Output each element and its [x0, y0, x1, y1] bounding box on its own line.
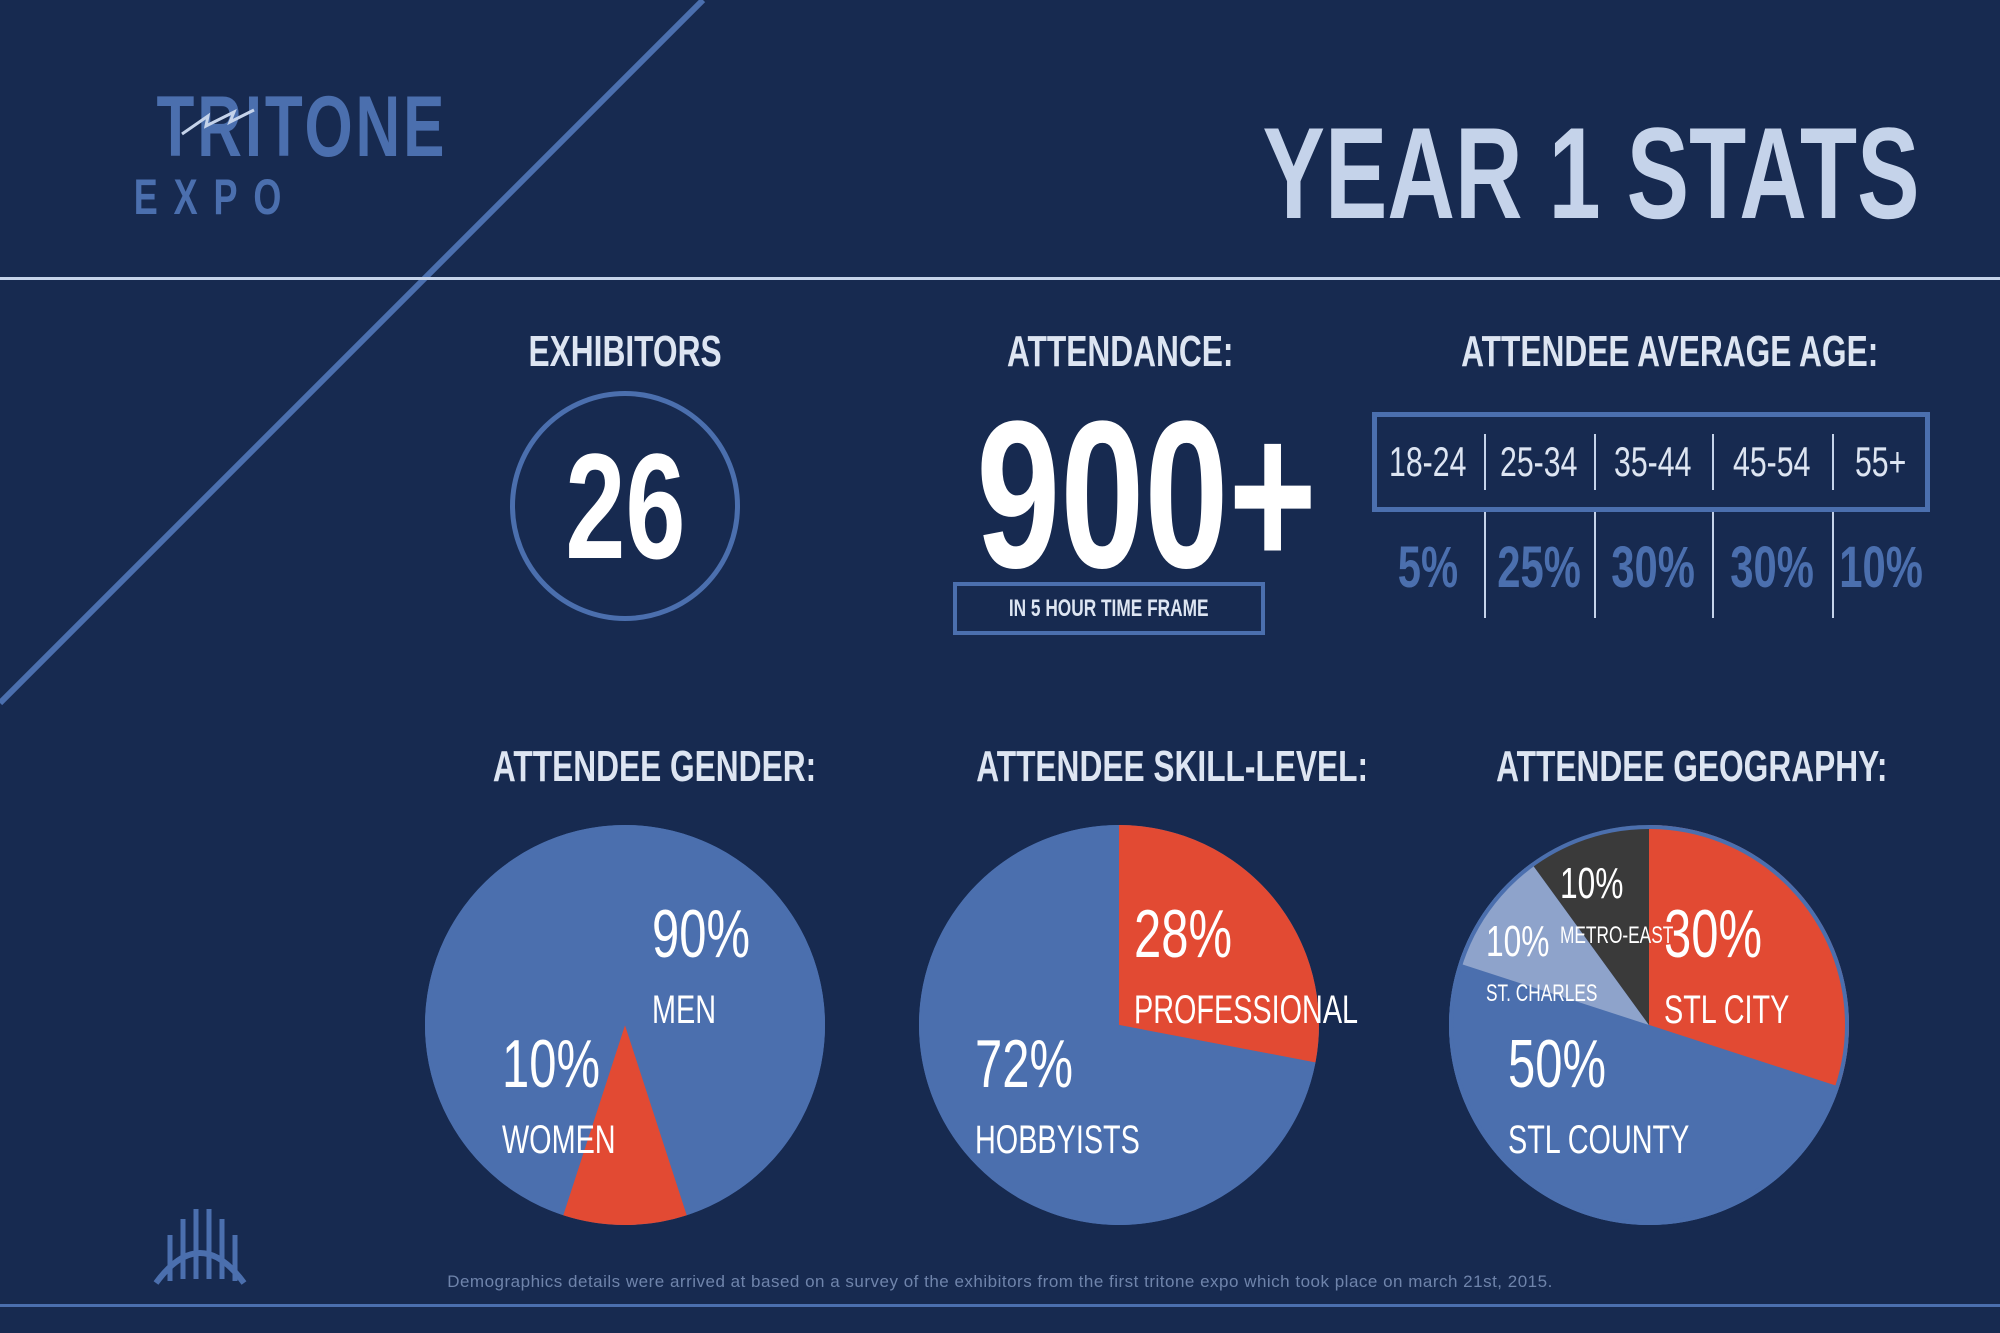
age-column-divider	[1832, 512, 1834, 618]
footer-divider	[0, 1304, 2000, 1307]
pie-slice-stl-county	[1449, 963, 1840, 1225]
attendance-label: ATTENDANCE:	[1006, 327, 1234, 376]
bridge-arch-icon	[153, 1209, 247, 1285]
age-header-row	[1372, 412, 1930, 512]
header-divider	[0, 277, 2000, 280]
geography-chart-title: ATTENDEE GEOGRAPHY:	[1496, 742, 1888, 791]
pie-category-label: WOMEN	[502, 1118, 616, 1162]
exhibitors-label: EXHIBITORS	[528, 327, 722, 376]
pie-data-label: 72% HOBBYISTS	[975, 1030, 1204, 1160]
pie-value-label: 30%	[1664, 896, 1762, 972]
pie-category-label: STL COUNTY	[1508, 1118, 1690, 1162]
pie-data-label: 30% STL CITY	[1664, 900, 1838, 1030]
lightning-icon	[181, 108, 255, 136]
pie-category-label: HOBBYISTS	[975, 1118, 1140, 1162]
pie-slice-women	[563, 1025, 687, 1225]
age-column-divider	[1484, 434, 1486, 490]
age-range-header: 55+	[1855, 438, 1907, 485]
skill-pie-chart	[918, 825, 1319, 1225]
pie-data-label: 90% MEN	[652, 900, 788, 1030]
pie-category-label: STL CITY	[1664, 988, 1790, 1032]
age-range-value: 30%	[1730, 534, 1814, 600]
pie-value-label: 90%	[652, 896, 750, 972]
page-title: YEAR 1 STATS	[1262, 100, 1920, 246]
pie-category-label: PROFESSIONAL	[1134, 988, 1359, 1032]
pie-value-label: 72%	[975, 1026, 1073, 1102]
attendance-note-box: IN 5 HOUR TIME FRAME	[953, 582, 1265, 635]
pie-data-label: 50% STL COUNTY	[1508, 1030, 1760, 1160]
footer-note: Demographics details were arrived at bas…	[447, 1272, 1553, 1291]
gender-chart-title: ATTENDEE GENDER:	[492, 742, 817, 791]
pie-category-label: MEN	[652, 988, 717, 1032]
age-range-header: 45-54	[1733, 438, 1811, 485]
pie-slice-st-charles	[1458, 863, 1649, 1025]
pie-slice-metro-east	[1531, 825, 1649, 1025]
pie-data-label: 10% METRO-EAST	[1560, 862, 1717, 948]
pie-value-label: 10%	[502, 1026, 600, 1102]
pie-slice-hobbyists	[918, 825, 1316, 1225]
exhibitors-circle: 26	[510, 391, 740, 621]
pie-value-label: 10%	[1486, 917, 1550, 966]
age-column-divider	[1594, 434, 1596, 490]
age-column-divider	[1594, 512, 1596, 618]
age-range-header: 18-24	[1389, 438, 1467, 485]
pie-value-label: 50%	[1508, 1026, 1606, 1102]
age-range-value: 10%	[1839, 534, 1923, 600]
pie-data-label: 10% ST. CHARLES	[1486, 920, 1641, 1006]
pie-slice-professional	[1119, 825, 1319, 1063]
logo-subtitle: EXPO	[133, 169, 297, 225]
skill-chart-title: ATTENDEE SKILL-LEVEL:	[976, 742, 1369, 791]
exhibitors-value: 26	[564, 422, 686, 590]
pie-data-label: 10% WOMEN	[502, 1030, 660, 1160]
pie-category-label: ST. CHARLES	[1486, 980, 1598, 1007]
age-range-value: 5%	[1397, 534, 1459, 600]
pie-slice-stl-city	[1649, 825, 1849, 1087]
pie-data-label: 28% PROFESSIONAL	[1134, 900, 1445, 1030]
age-column-divider	[1484, 512, 1486, 618]
age-label: ATTENDEE AVERAGE AGE:	[1461, 327, 1879, 376]
age-column-divider	[1712, 434, 1714, 490]
attendance-value: 900+	[976, 377, 1317, 612]
age-column-divider	[1832, 434, 1834, 490]
age-range-header: 25-34	[1500, 438, 1578, 485]
age-range-value: 25%	[1497, 534, 1581, 600]
age-range-value: 30%	[1611, 534, 1695, 600]
age-column-divider	[1712, 512, 1714, 618]
geography-pie-chart	[1449, 825, 1849, 1225]
age-table: 18-24 5% 25-34 25% 35-44 30% 45-54 30% 55+ 10%	[1372, 412, 1930, 622]
pie-value-label: 10%	[1560, 859, 1624, 908]
age-range-header: 35-44	[1614, 438, 1692, 485]
pie-value-label: 28%	[1134, 896, 1232, 972]
pie-category-label: METRO-EAST	[1560, 922, 1674, 949]
pie-outline	[1449, 825, 1849, 1225]
pie-slice-men	[425, 825, 825, 1216]
gender-pie-chart	[425, 825, 825, 1225]
